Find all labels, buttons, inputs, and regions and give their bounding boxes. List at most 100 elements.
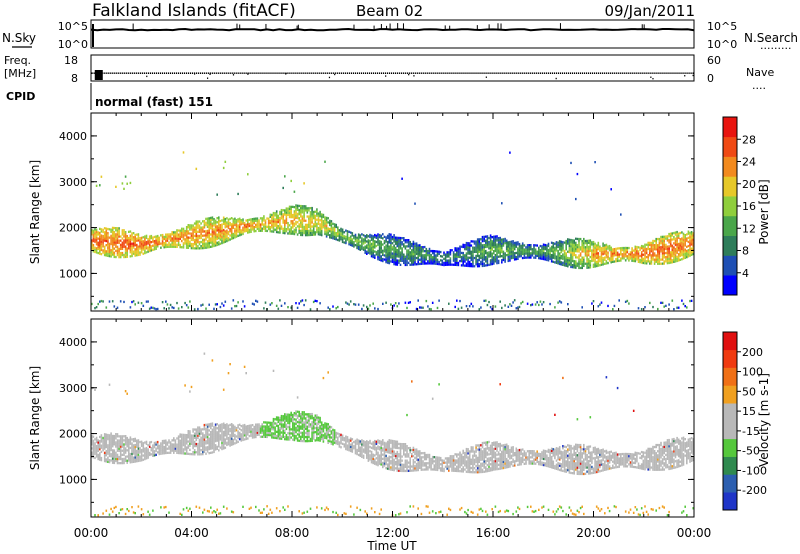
freq-point: [525, 72, 527, 74]
power-cell: [345, 239, 347, 243]
power-cell: [214, 227, 217, 231]
power-cell: [261, 221, 263, 224]
power-cell: [396, 244, 399, 248]
power-cell: [534, 252, 537, 255]
vel-cell: [222, 432, 225, 436]
power-cell: [457, 263, 460, 267]
power-cell: [185, 240, 188, 243]
power-cell: [258, 225, 260, 228]
power-cell: [351, 244, 354, 247]
power-cell: [528, 256, 530, 259]
power-cell: [247, 173, 249, 176]
power-cell: [690, 241, 693, 244]
power-cell: [150, 241, 153, 244]
power-cell: [303, 227, 305, 231]
power-cell: [263, 215, 265, 218]
power-cell: [560, 263, 563, 266]
power-cell: [594, 252, 596, 256]
vel-cell: [197, 426, 199, 429]
power-cell: [348, 236, 350, 240]
power-cell: [476, 238, 479, 241]
vel-cell: [97, 457, 99, 461]
power-cell: [478, 263, 481, 266]
power-cell: [491, 252, 493, 255]
vel-cell: [99, 456, 101, 459]
vel-cell: [206, 425, 209, 428]
vel-cell: [222, 505, 225, 508]
power-cell: [499, 238, 501, 242]
vel-cell: [198, 432, 201, 435]
power-cell: [472, 265, 474, 268]
power-cell: [348, 239, 350, 242]
power-cell: [525, 248, 527, 251]
freq-point: [626, 72, 628, 74]
vel-cell: [152, 448, 154, 451]
power-cell: [560, 248, 563, 252]
power-cell: [203, 220, 206, 223]
vel-cell: [140, 508, 143, 511]
power-cell: [259, 225, 262, 228]
power-cell: [496, 251, 498, 254]
power-cell: [626, 246, 629, 250]
power-cell: [406, 306, 408, 310]
power-cell: [333, 225, 336, 228]
power-cell: [108, 255, 111, 258]
power-cell: [415, 252, 418, 255]
power-cell: [293, 218, 296, 221]
freq-point: [501, 72, 503, 74]
vel-cell: [131, 456, 133, 460]
power-cell: [385, 261, 387, 264]
power-cell: [607, 255, 609, 258]
freq-point: [519, 72, 521, 74]
power-cell: [673, 248, 675, 251]
power-cell: [483, 239, 485, 243]
power-cell: [607, 245, 609, 248]
freq-point: [684, 72, 686, 74]
power-cell: [296, 225, 299, 228]
power-cell: [415, 307, 418, 311]
vel-cell: [242, 428, 244, 431]
power-cell: [211, 245, 214, 248]
power-cell: [388, 245, 391, 248]
power-cell: [470, 240, 473, 243]
power-cell: [475, 261, 477, 264]
power-cell: [176, 239, 178, 242]
power-cell: [591, 259, 593, 263]
freq-point: [163, 72, 166, 74]
power-cell: [663, 260, 665, 263]
power-cell: [275, 210, 278, 213]
power-cell: [507, 245, 510, 248]
power-cell: [224, 232, 227, 235]
power-cell: [205, 244, 207, 247]
power-cell: [565, 246, 567, 249]
power-cell: [92, 237, 95, 241]
power-cell: [623, 248, 625, 252]
vel-cell: [202, 450, 204, 454]
power-cell: [472, 240, 474, 243]
power-cell: [259, 217, 262, 220]
power-cell: [690, 237, 693, 240]
power-cell: [378, 246, 381, 249]
vel-cell: [192, 438, 194, 441]
power-cell: [512, 301, 514, 304]
vel-cell: [116, 435, 119, 438]
vel-cell: [113, 457, 116, 460]
power-cell: [518, 253, 521, 256]
power-cell: [277, 218, 280, 222]
freq-point: [226, 72, 228, 74]
power-cell: [221, 223, 223, 226]
power-cell: [504, 254, 506, 257]
vel-cell: [200, 432, 202, 435]
freq-point: [133, 72, 135, 74]
freq-point: [547, 72, 549, 74]
power-cell: [224, 160, 227, 163]
freq-point: [382, 72, 385, 74]
power-cell: [414, 244, 416, 247]
power-cell: [399, 259, 402, 262]
power-cell: [337, 232, 339, 235]
power-cell: [393, 236, 395, 239]
power-cell: [666, 260, 669, 263]
vel-cell: [242, 430, 244, 433]
freq-point: [91, 72, 93, 74]
power-cell: [533, 246, 535, 249]
